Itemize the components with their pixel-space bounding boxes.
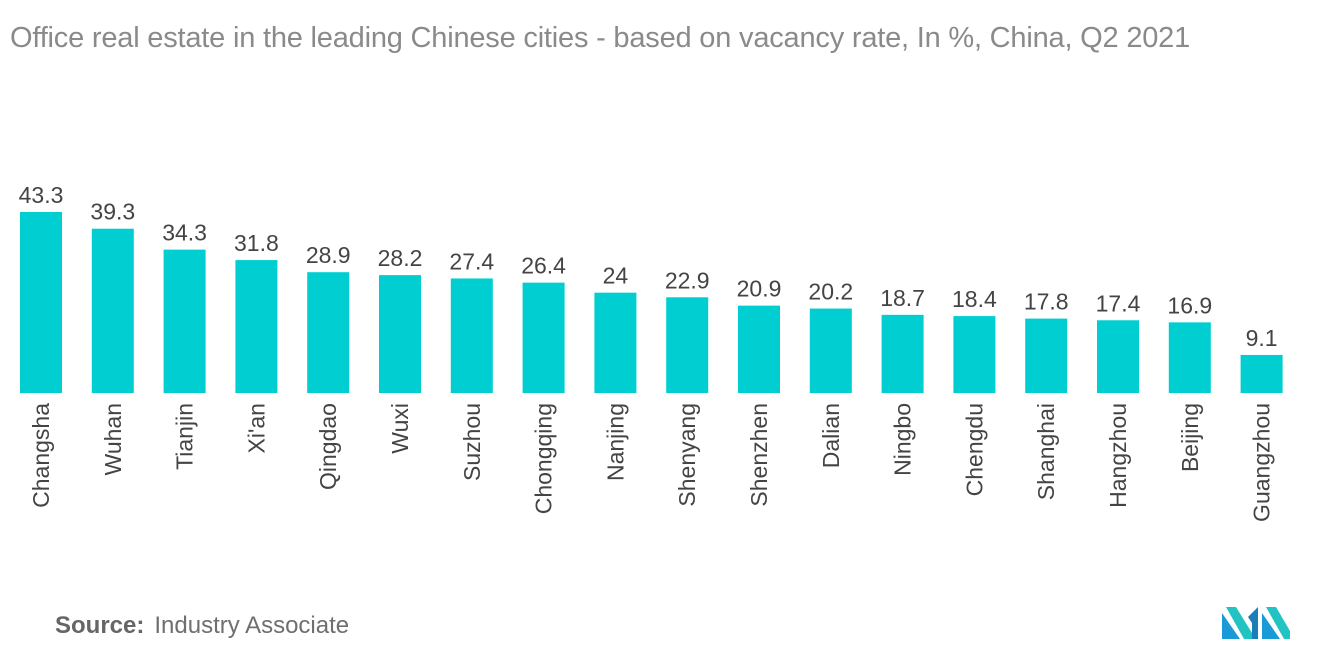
x-tick-label: Wuhan: [100, 403, 126, 475]
bar: [379, 275, 421, 393]
data-label: 28.9: [306, 242, 351, 268]
bar: [881, 314, 924, 393]
bar: [450, 278, 493, 393]
data-label: 20.2: [808, 279, 853, 305]
bar: [666, 297, 709, 393]
x-tick-label: Hangzhou: [1105, 403, 1131, 508]
data-label: 17.4: [1096, 290, 1141, 316]
bar: [91, 228, 134, 393]
bar: [594, 292, 637, 393]
source-text: Industry Associate: [154, 612, 350, 639]
x-tick-label: Shenyang: [674, 403, 700, 507]
x-tick-label: Shanghai: [1033, 403, 1059, 500]
x-tick-label: Changsha: [28, 403, 54, 508]
x-tick-label: Shenzhen: [746, 403, 772, 507]
data-label: 28.2: [378, 245, 423, 271]
source-note: Source: Industry Associate: [55, 612, 349, 640]
bar: [20, 212, 62, 393]
bar: [235, 260, 278, 393]
x-tick-label: Guangzhou: [1249, 403, 1275, 522]
x-tick-label: Wuxi: [387, 403, 413, 454]
data-label: 34.3: [162, 220, 207, 246]
x-tick-label: Ningbo: [890, 403, 916, 476]
data-label: 20.9: [737, 276, 782, 302]
x-tick-label: Suzhou: [459, 403, 485, 481]
bar: [738, 305, 780, 393]
data-label: 24: [603, 263, 629, 289]
source-label: Source:: [55, 612, 145, 639]
data-label: 43.3: [19, 182, 64, 208]
x-tick-label: Beijing: [1177, 403, 1203, 472]
bar: [1025, 318, 1068, 393]
x-tick-label: Chengdu: [961, 403, 987, 496]
x-tick-label: Dalian: [818, 403, 844, 468]
data-label: 16.9: [1167, 292, 1212, 318]
data-label: 18.7: [880, 285, 925, 311]
data-label: 27.4: [449, 248, 494, 274]
data-label: 9.1: [1246, 325, 1278, 351]
bar: [307, 272, 350, 393]
bar: [522, 282, 565, 393]
data-label: 17.8: [1024, 289, 1069, 315]
data-label: 26.4: [521, 253, 566, 279]
x-tick-label: Chongqing: [531, 403, 557, 514]
bar: [1097, 320, 1139, 393]
chart-title: Office real estate in the leading Chines…: [10, 22, 1191, 54]
data-label: 39.3: [90, 199, 135, 225]
bar: [809, 308, 852, 393]
x-tick-label: Xi'an: [243, 403, 269, 453]
bar: [953, 316, 996, 393]
x-tick-label: Tianjin: [172, 403, 198, 470]
data-label: 18.4: [952, 286, 997, 312]
bar: [1168, 322, 1211, 393]
data-label: 22.9: [665, 267, 710, 293]
bar: [1240, 354, 1283, 393]
x-tick-label: Nanjing: [602, 403, 628, 481]
data-label: 31.8: [234, 230, 279, 256]
bar: [163, 249, 206, 393]
mordor-logo-icon: [1222, 607, 1290, 639]
x-tick-label: Qingdao: [315, 403, 341, 490]
